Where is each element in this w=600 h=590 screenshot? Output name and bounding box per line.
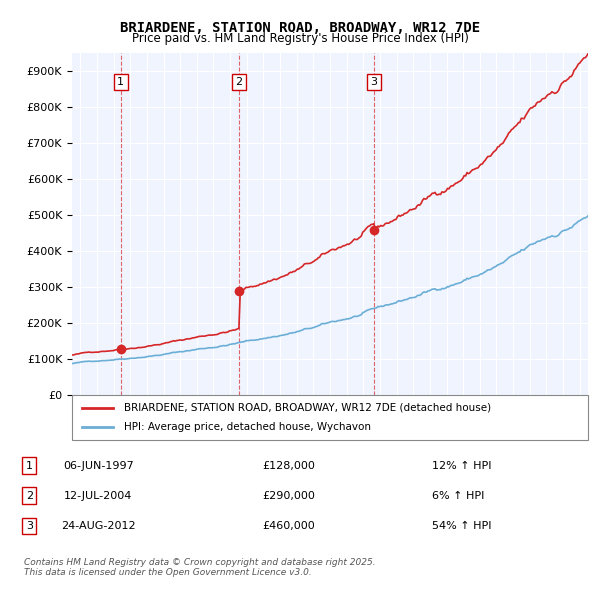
Text: 54% ↑ HPI: 54% ↑ HPI (433, 521, 492, 531)
Text: £460,000: £460,000 (262, 521, 315, 531)
Text: 6% ↑ HPI: 6% ↑ HPI (433, 491, 485, 501)
Text: 3: 3 (26, 521, 33, 531)
Text: 06-JUN-1997: 06-JUN-1997 (63, 461, 134, 471)
Text: 3: 3 (371, 77, 377, 87)
Text: 1: 1 (26, 461, 33, 471)
FancyBboxPatch shape (72, 395, 588, 440)
Text: 2: 2 (26, 491, 33, 501)
Text: 12-JUL-2004: 12-JUL-2004 (64, 491, 133, 501)
Text: 1: 1 (117, 77, 124, 87)
Text: £128,000: £128,000 (262, 461, 315, 471)
Text: Contains HM Land Registry data © Crown copyright and database right 2025.
This d: Contains HM Land Registry data © Crown c… (24, 558, 376, 577)
Text: £290,000: £290,000 (262, 491, 315, 501)
Text: 12% ↑ HPI: 12% ↑ HPI (433, 461, 492, 471)
Text: HPI: Average price, detached house, Wychavon: HPI: Average price, detached house, Wych… (124, 422, 371, 432)
Text: BRIARDENE, STATION ROAD, BROADWAY, WR12 7DE (detached house): BRIARDENE, STATION ROAD, BROADWAY, WR12 … (124, 403, 491, 412)
Text: BRIARDENE, STATION ROAD, BROADWAY, WR12 7DE: BRIARDENE, STATION ROAD, BROADWAY, WR12 … (120, 21, 480, 35)
Text: Price paid vs. HM Land Registry's House Price Index (HPI): Price paid vs. HM Land Registry's House … (131, 32, 469, 45)
Text: 2: 2 (235, 77, 242, 87)
Text: 24-AUG-2012: 24-AUG-2012 (61, 521, 136, 531)
